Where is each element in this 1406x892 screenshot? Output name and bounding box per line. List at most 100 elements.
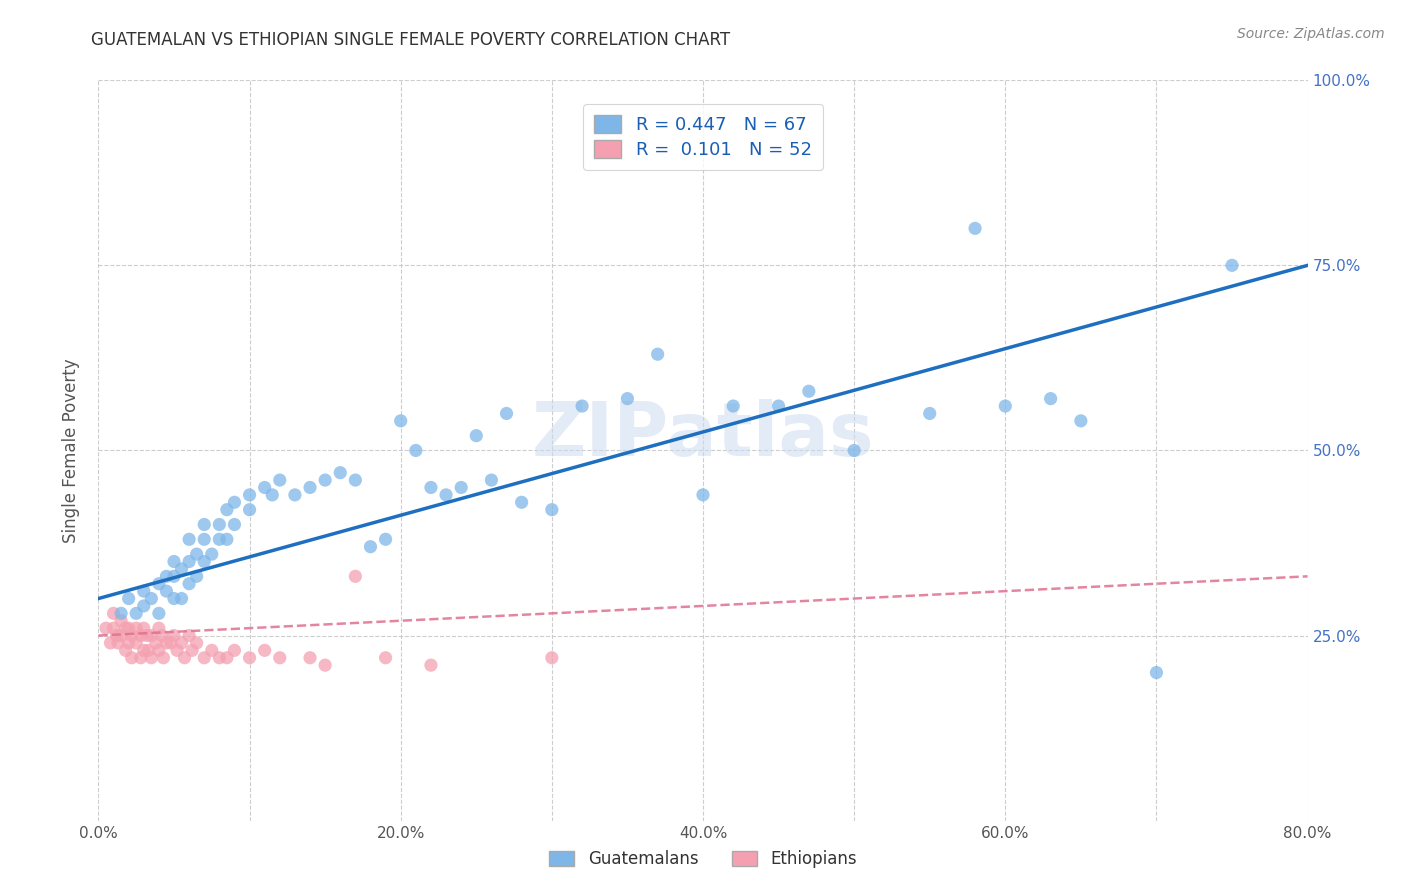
Point [1039,392,1062,406]
Point [208,650,231,665]
Point [918,407,941,421]
Point [299,480,322,494]
Point [155,569,177,583]
Point [360,540,382,554]
Point [224,643,246,657]
Point [179,628,201,642]
Point [135,628,157,642]
Point [160,636,183,650]
Point [239,488,262,502]
Point [141,650,163,665]
Point [844,443,866,458]
Point [269,473,291,487]
Point [965,221,987,235]
Point [481,473,503,487]
Point [94,621,117,635]
Y-axis label: Single Female Poverty: Single Female Poverty [62,359,80,542]
Point [114,621,136,635]
Text: GUATEMALAN VS ETHIOPIAN SINGLE FEMALE POVERTY CORRELATION CHART: GUATEMALAN VS ETHIOPIAN SINGLE FEMALE PO… [91,31,731,49]
Point [495,407,517,421]
Point [389,414,412,428]
Point [208,517,231,532]
Point [186,547,208,561]
Point [163,591,186,606]
Point [132,621,155,635]
Point [420,480,443,494]
Point [148,607,170,621]
Point [201,547,224,561]
Point [201,643,224,657]
Point [114,643,136,657]
Point [170,591,193,606]
Point [125,621,148,635]
Point [215,502,238,516]
Point [150,628,173,642]
Point [253,643,276,657]
Point [420,658,443,673]
Point [284,488,307,502]
Point [100,636,122,650]
Point [110,614,132,628]
Point [723,399,745,413]
Point [540,650,562,665]
Point [105,628,128,642]
Text: Source: ZipAtlas.com: Source: ZipAtlas.com [1237,27,1385,41]
Point [239,502,262,516]
Point [148,576,170,591]
Point [163,555,186,569]
Point [540,502,562,516]
Point [193,533,215,547]
Point [186,569,208,583]
Point [170,562,193,576]
Point [121,650,143,665]
Point [405,443,427,458]
Point [1070,414,1092,428]
Point [1220,259,1243,273]
Point [110,607,132,621]
Point [616,392,638,406]
Text: ZIPatlas: ZIPatlas [531,399,875,472]
Point [374,533,396,547]
Point [299,650,322,665]
Point [103,621,125,635]
Point [215,650,238,665]
Point [141,591,163,606]
Point [181,643,204,657]
Point [155,584,177,599]
Point [374,650,396,665]
Point [1144,665,1167,680]
Point [193,650,215,665]
Point [224,517,246,532]
Point [994,399,1017,413]
Point [148,643,170,657]
Point [253,480,276,494]
Point [510,495,533,509]
Point [170,636,193,650]
Point [145,636,167,650]
Point [125,636,148,650]
Point [132,584,155,599]
Point [121,628,143,642]
Point [434,488,457,502]
Point [166,643,188,657]
Legend: Guatemalans, Ethiopians: Guatemalans, Ethiopians [543,844,863,875]
Point [193,555,215,569]
Point [314,658,336,673]
Point [571,399,593,413]
Point [107,636,129,650]
Point [118,621,141,635]
Point [647,347,669,361]
Point [141,628,163,642]
Point [768,399,790,413]
Point [118,591,141,606]
Point [118,636,141,650]
Point [155,636,177,650]
Point [314,473,336,487]
Point [129,628,152,642]
Point [163,569,186,583]
Point [103,607,125,621]
Point [173,650,195,665]
Point [269,650,291,665]
Point [450,480,472,494]
Point [692,488,714,502]
